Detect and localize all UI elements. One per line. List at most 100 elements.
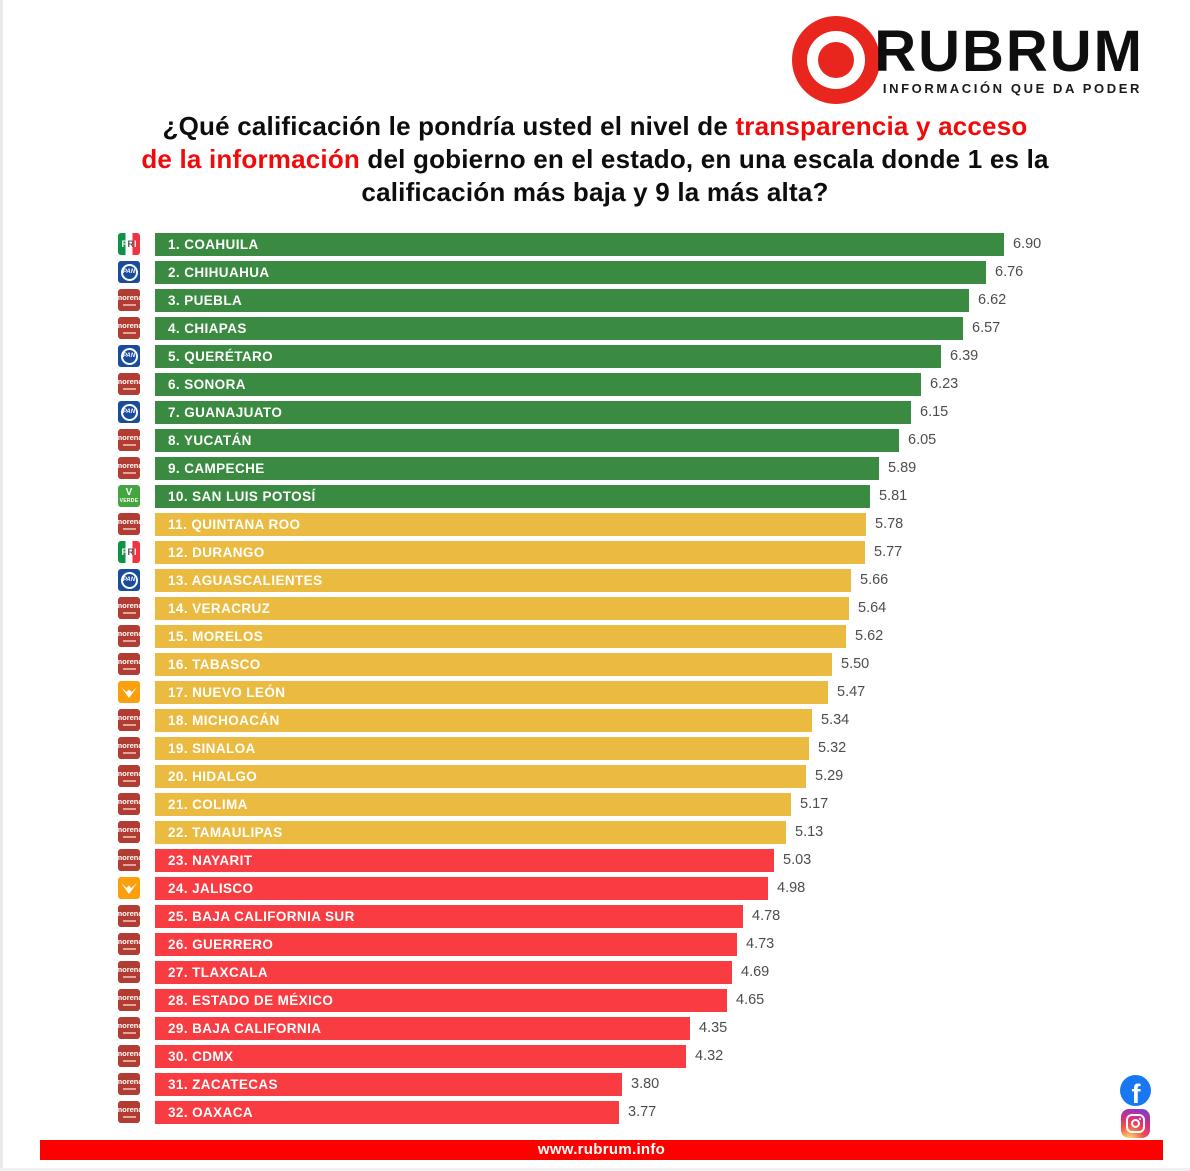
state-bar: 16. TABASCO [155, 653, 832, 676]
state-bar: 8. YUCATÁN [155, 429, 899, 452]
chart-row: V VERDE 10. SAN LUIS POTOSÍ 5.81 [0, 485, 1190, 508]
state-bar-label: 15. MORELOS [168, 629, 264, 644]
state-bar: 28. ESTADO DE MÉXICO [155, 989, 727, 1012]
state-bar-label: 24. JALISCO [168, 881, 254, 896]
state-bar-label: 9. CAMPECHE [168, 461, 265, 476]
state-bar-value: 4.78 [752, 908, 781, 924]
party-logo-pan: PAN [118, 401, 140, 423]
chart-row: morena 29. BAJA CALIFORNIA 4.35 [0, 1017, 1190, 1040]
party-logo-pan: PAN [118, 569, 140, 591]
brand-tagline: INFORMACIÓN QUE DA PODER [882, 81, 1142, 96]
state-bar-value: 5.66 [860, 572, 889, 588]
state-bar-label: 12. DURANGO [168, 545, 265, 560]
bullseye-icon [792, 16, 881, 104]
state-bar: 7. GUANAJUATO [155, 401, 911, 424]
party-logo-verde: V VERDE [118, 485, 140, 507]
state-bar: 11. QUINTANA ROO [155, 513, 866, 536]
rubrum-logo: RUBRUM INFORMACIÓN QUE DA PODER [792, 16, 1144, 104]
state-bar-label: 26. GUERRERO [168, 937, 274, 952]
facebook-icon[interactable]: f [1119, 1075, 1151, 1106]
ranking-bar-chart: P R I 1. COAHUILA 6.90 PAN 2. CHIHUAHUA 6.76 mor… [0, 233, 1190, 1128]
state-bar: 26. GUERRERO [155, 933, 737, 956]
state-bar-label: 30. CDMX [168, 1049, 234, 1064]
party-logo-morena: morena [118, 989, 140, 1011]
bullseye-core [818, 42, 855, 78]
state-bar-label: 14. VERACRUZ [168, 601, 271, 616]
chart-row: morena 21. COLIMA 5.17 [0, 793, 1190, 816]
state-bar-value: 6.23 [930, 376, 959, 392]
party-logo-morena: morena [118, 933, 140, 955]
chart-row: PAN 5. QUERÉTARO 6.39 [0, 345, 1190, 368]
state-bar-value: 6.05 [908, 432, 937, 448]
instagram-camera-outline [1125, 1114, 1145, 1133]
state-bar: 29. BAJA CALIFORNIA [155, 1017, 690, 1040]
chart-row: morena 19. SINALOA 5.32 [0, 737, 1190, 760]
state-bar-value: 6.39 [950, 348, 979, 364]
instagram-icon[interactable] [1120, 1109, 1150, 1138]
question-title-line: calificación más baja y 9 la más alta? [361, 177, 829, 207]
state-bar: 17. NUEVO LEÓN [155, 681, 828, 704]
party-logo-morena: morena [118, 1101, 140, 1123]
state-bar-label: 31. ZACATECAS [168, 1077, 278, 1092]
chart-row: 17. NUEVO LEÓN 5.47 [0, 681, 1190, 704]
state-bar: 25. BAJA CALIFORNIA SUR [155, 905, 743, 928]
state-bar: 15. MORELOS [155, 625, 846, 648]
state-bar-value: 5.50 [841, 656, 870, 672]
party-logo-morena: morena [118, 849, 140, 871]
chart-row: PAN 2. CHIHUAHUA 6.76 [0, 261, 1190, 284]
chart-row: morena 11. QUINTANA ROO 5.78 [0, 513, 1190, 536]
state-bar-label: 27. TLAXCALA [168, 965, 269, 980]
chart-row: morena 15. MORELOS 5.62 [0, 625, 1190, 648]
chart-row: morena 28. ESTADO DE MÉXICO 4.65 [0, 989, 1190, 1012]
party-logo-morena: morena [118, 905, 140, 927]
state-bar-label: 20. HIDALGO [168, 769, 258, 784]
party-logo-pan: PAN [118, 261, 140, 283]
state-bar-value: 6.90 [1013, 236, 1042, 252]
question-title-line: ¿Qué calificación le pondría usted el ni… [162, 111, 1028, 141]
state-bar-value: 5.81 [879, 488, 908, 504]
state-bar-value: 5.89 [888, 460, 917, 476]
party-logo-morena: morena [118, 625, 140, 647]
party-logo-morena: morena [118, 709, 140, 731]
state-bar-value: 6.15 [920, 404, 949, 420]
state-bar-value: 4.69 [741, 964, 770, 980]
state-bar-label: 11. QUINTANA ROO [168, 517, 301, 532]
state-bar: 4. CHIAPAS [155, 317, 963, 340]
state-bar: 22. TAMAULIPAS [155, 821, 786, 844]
chart-row: morena 20. HIDALGO 5.29 [0, 765, 1190, 788]
party-logo-mc [118, 681, 140, 703]
chart-row: P R I 12. DURANGO 5.77 [0, 541, 1190, 564]
state-bar-label: 5. QUERÉTARO [168, 349, 274, 364]
footer-bar: www.rubrum.info [40, 1140, 1163, 1160]
social-icons: f [1118, 1075, 1152, 1138]
state-bar-label: 16. TABASCO [168, 657, 261, 672]
chart-row: morena 3. PUEBLA 6.62 [0, 289, 1190, 312]
mc-eagle-icon [121, 882, 137, 894]
party-logo-morena: morena [118, 1073, 140, 1095]
party-logo-morena: morena [118, 289, 140, 311]
state-bar-value: 3.77 [628, 1104, 657, 1120]
state-bar-label: 1. COAHUILA [168, 237, 259, 252]
state-bar: 24. JALISCO [155, 877, 768, 900]
chart-row: morena 27. TLAXCALA 4.69 [0, 961, 1190, 984]
state-bar-value: 3.80 [631, 1076, 660, 1092]
state-bar-value: 6.57 [972, 320, 1001, 336]
state-bar: 14. VERACRUZ [155, 597, 849, 620]
state-bar: 12. DURANGO [155, 541, 865, 564]
bullseye-ring [807, 31, 866, 89]
chart-row: PAN 13. AGUASCALIENTES 5.66 [0, 569, 1190, 592]
party-logo-morena: morena [118, 513, 140, 535]
state-bar-label: 25. BAJA CALIFORNIA SUR [168, 909, 355, 924]
chart-row: morena 25. BAJA CALIFORNIA SUR 4.78 [0, 905, 1190, 928]
state-bar-value: 4.73 [746, 936, 775, 952]
state-bar: 18. MICHOACÁN [155, 709, 812, 732]
chart-row: morena 26. GUERRERO 4.73 [0, 933, 1190, 956]
state-bar-value: 5.03 [783, 852, 812, 868]
state-bar: 32. OAXACA [155, 1101, 619, 1124]
state-bar: 31. ZACATECAS [155, 1073, 622, 1096]
state-bar-value: 5.47 [837, 684, 866, 700]
party-logo-morena: morena [118, 317, 140, 339]
brand-block: RUBRUM INFORMACIÓN QUE DA PODER [874, 23, 1144, 97]
